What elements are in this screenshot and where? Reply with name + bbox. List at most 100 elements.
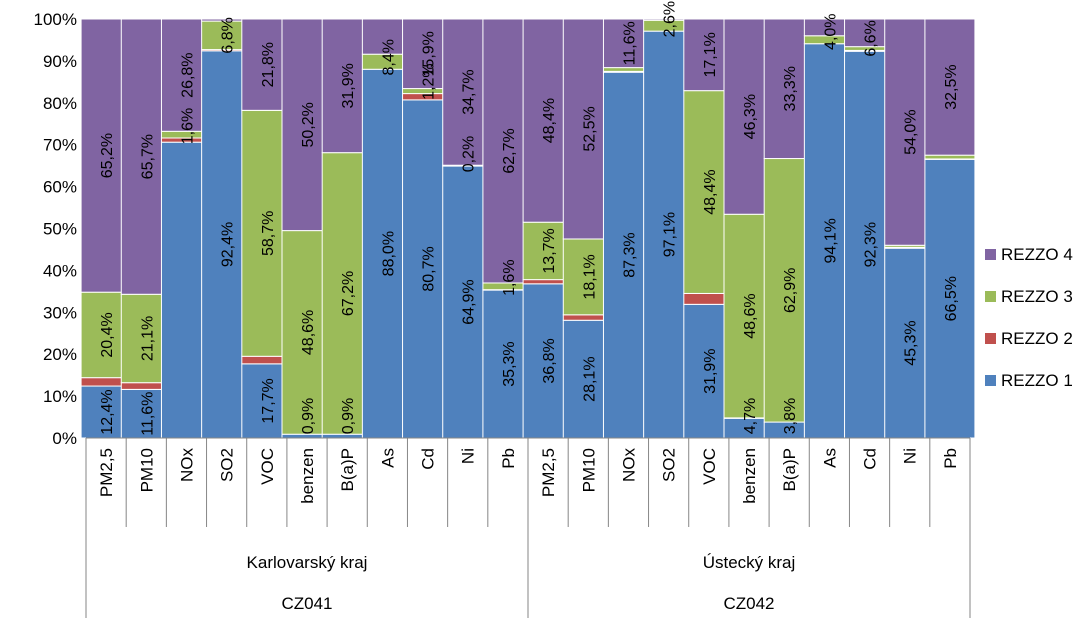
data-label: 8,4% xyxy=(380,39,397,75)
data-label: 62,9% xyxy=(782,268,799,313)
data-label: 32,5% xyxy=(943,64,960,109)
data-label: 94,1% xyxy=(822,218,839,263)
category-label: PM2,5 xyxy=(539,448,558,497)
data-label: 3,8% xyxy=(782,398,799,434)
category-label: PM2,5 xyxy=(97,448,116,497)
data-label: 15,9% xyxy=(421,31,438,76)
data-label: 6,8% xyxy=(220,17,237,53)
legend-swatch xyxy=(985,333,996,344)
y-axis: 0% 10% 20% 30% 40% 50% 60% 70% 80% 90% 100% xyxy=(34,10,87,448)
group-code-label: CZ041 xyxy=(281,594,332,613)
data-label: 13,7% xyxy=(541,228,558,273)
data-label: 67,2% xyxy=(340,271,357,316)
category-label: As xyxy=(820,448,839,468)
category-label: benzen xyxy=(298,448,317,504)
category-label: SO2 xyxy=(218,448,237,482)
category-label: PM10 xyxy=(579,448,598,492)
legend: REZZO 4 REZZO 3 REZZO 2 REZZO 1 xyxy=(985,245,1073,390)
y-tick-label: 40% xyxy=(43,261,77,280)
x-axis: Karlovarský kraj CZ041 Ústecký kraj CZ042 PM… xyxy=(85,437,971,618)
data-label: 4,0% xyxy=(822,13,839,49)
y-tick-label: 10% xyxy=(43,387,77,406)
y-tick-label: 20% xyxy=(43,345,77,364)
group-code-label: CZ042 xyxy=(723,594,774,613)
data-label: 0,2% xyxy=(461,136,478,172)
category-label: As xyxy=(378,448,397,468)
data-label: 45,3% xyxy=(903,320,920,365)
data-label: 18,1% xyxy=(581,254,598,299)
bar-segment xyxy=(924,154,976,160)
category-label: B(a)P xyxy=(338,448,357,491)
data-label: 20,4% xyxy=(99,312,116,357)
data-label: 97,1% xyxy=(662,212,679,257)
category-label: PM10 xyxy=(137,448,156,492)
legend-label: REZZO 3 xyxy=(1001,287,1073,306)
data-label: 46,3% xyxy=(742,94,759,139)
group-region-label: Ústecký kraj xyxy=(703,553,796,572)
data-label: 1,6% xyxy=(501,259,518,295)
data-label: 34,7% xyxy=(461,69,478,114)
data-label: 11,6% xyxy=(139,392,156,436)
data-label: 48,4% xyxy=(541,98,558,143)
y-tick-label: 30% xyxy=(43,303,77,322)
data-label: 87,3% xyxy=(621,232,638,277)
data-label: 33,3% xyxy=(782,66,799,111)
y-tick-label: 80% xyxy=(43,94,77,113)
data-label: 26,8% xyxy=(179,52,196,97)
category-label: Pb xyxy=(499,448,518,469)
data-label: 48,4% xyxy=(702,169,719,214)
data-label: 31,9% xyxy=(702,348,719,393)
data-label: 12,4% xyxy=(99,389,116,434)
legend-swatch xyxy=(985,291,996,302)
data-label: 54,0% xyxy=(903,109,920,154)
data-label: 65,7% xyxy=(139,134,156,179)
data-label: 92,3% xyxy=(863,222,880,267)
data-label: 35,3% xyxy=(501,341,518,386)
data-label: 28,1% xyxy=(581,356,598,401)
data-label: 64,9% xyxy=(461,279,478,324)
category-label: Cd xyxy=(419,448,438,470)
data-label: 0,9% xyxy=(300,398,317,434)
data-label: 6,6% xyxy=(863,20,880,56)
category-label: SO2 xyxy=(660,448,679,482)
bar-labels: 12,4% 20,4% 65,2% 11,6% 21,1% 65,7% 1,6% 26,8% 9… xyxy=(99,1,960,436)
data-label: 62,7% xyxy=(501,128,518,173)
data-label: 21,8% xyxy=(260,42,277,87)
data-label: 1,2% xyxy=(421,63,438,99)
legend-label: REZZO 2 xyxy=(1001,329,1073,348)
legend-swatch xyxy=(985,249,996,260)
category-label: Cd xyxy=(861,448,880,470)
category-label: Ni xyxy=(459,448,478,464)
data-label: 17,1% xyxy=(702,32,719,77)
y-tick-label: 70% xyxy=(43,136,77,155)
data-label: 50,2% xyxy=(300,102,317,147)
y-tick-label: 50% xyxy=(43,220,77,239)
category-label: benzen xyxy=(740,448,759,504)
data-label: 52,5% xyxy=(581,106,598,151)
data-label: 48,6% xyxy=(742,293,759,338)
data-label: 80,7% xyxy=(421,246,438,291)
data-label: 36,8% xyxy=(541,338,558,383)
data-label: 88,0% xyxy=(380,231,397,276)
category-label: B(a)P xyxy=(780,448,799,491)
bar-segment xyxy=(924,18,976,156)
data-label: 17,7% xyxy=(260,378,277,423)
data-label: 58,7% xyxy=(260,211,277,256)
category-label: Ni xyxy=(901,448,920,464)
data-label: 0,9% xyxy=(340,398,357,434)
data-label: 21,1% xyxy=(139,316,156,361)
y-tick-label: 90% xyxy=(43,52,77,71)
data-label: 4,7% xyxy=(742,398,759,434)
category-label: Pb xyxy=(941,448,960,469)
group-region-label: Karlovarský kraj xyxy=(247,553,368,572)
data-label: 1,6% xyxy=(179,108,196,144)
legend-label: REZZO 1 xyxy=(1001,371,1073,390)
data-label: 48,6% xyxy=(300,310,317,355)
y-tick-label: 60% xyxy=(43,178,77,197)
data-label: 65,2% xyxy=(99,133,116,178)
legend-swatch xyxy=(985,375,996,386)
data-label: 2,6% xyxy=(662,1,679,37)
bars xyxy=(80,18,976,439)
data-label: 11,6% xyxy=(621,21,638,65)
